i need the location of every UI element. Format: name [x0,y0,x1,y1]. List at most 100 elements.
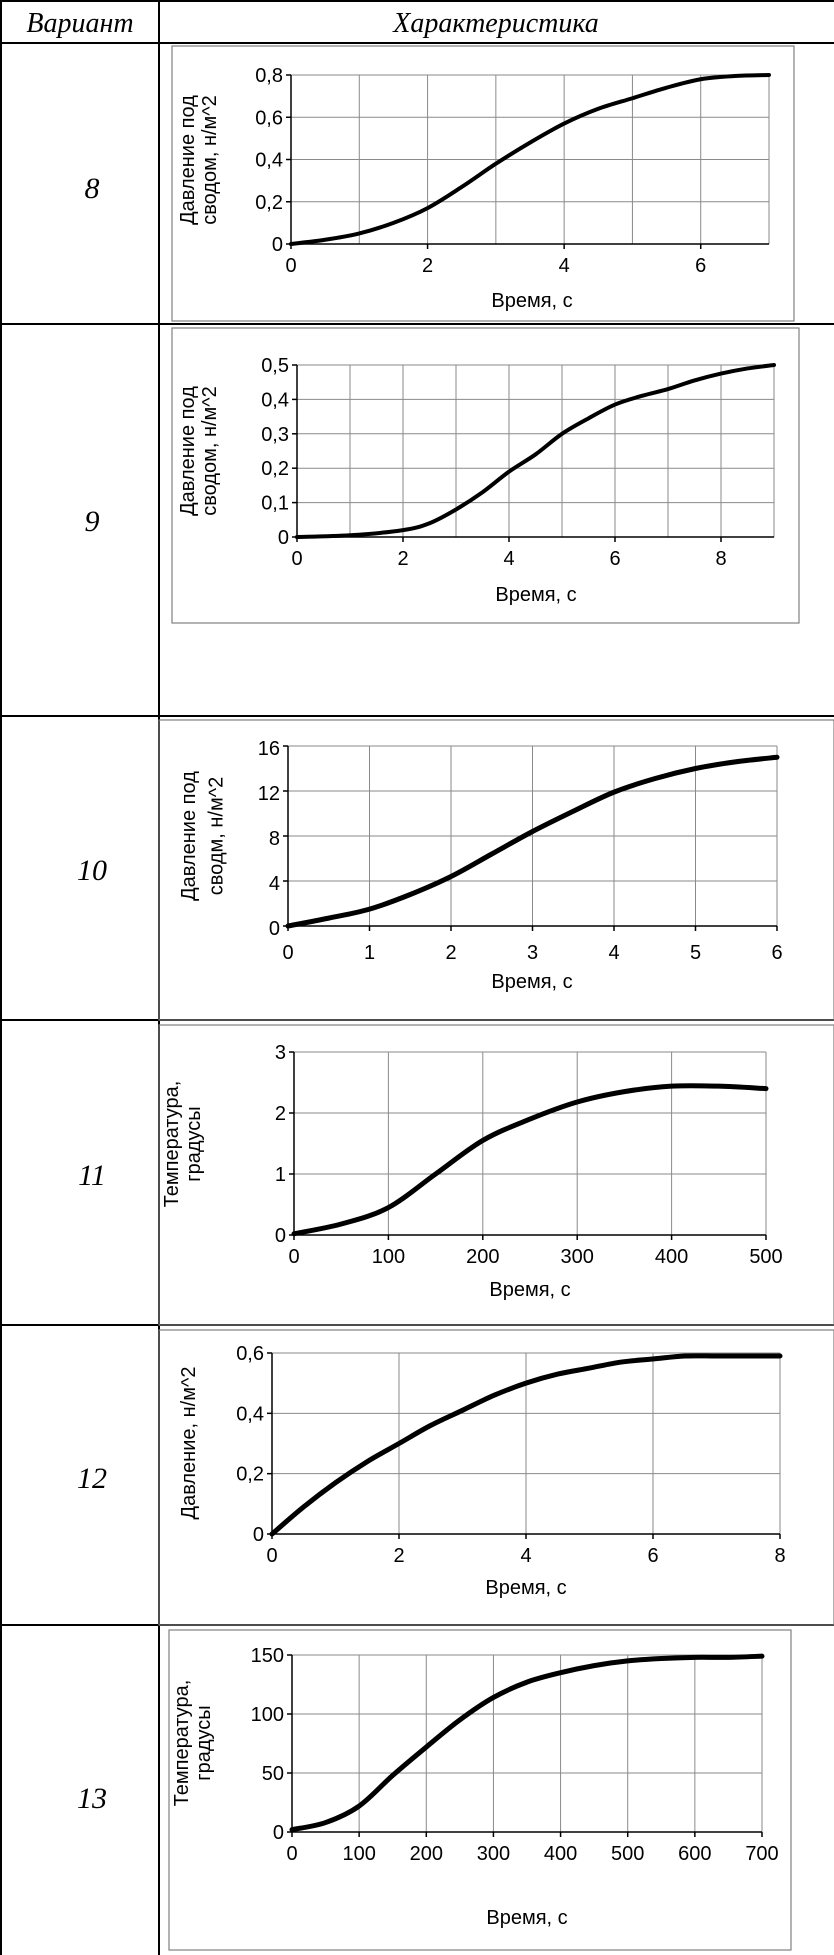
x-tick-label: 2 [393,1545,404,1567]
x-tick-label: 1 [364,942,375,964]
plot-area [294,1052,766,1235]
y-tick-label: 0,8 [255,65,283,87]
chart-frame [158,1329,834,1626]
y-axis-label-line: Температура, [161,1081,183,1208]
x-tick-label: 500 [749,1246,782,1268]
x-tick-label: 0 [291,548,302,570]
y-axis-label: Давление подсводом, н/м^2 [177,95,221,225]
y-axis-label: Давление, н/м^2 [178,1367,200,1520]
y-tick-label: 0 [278,527,289,549]
variant-cell: 13 [77,1782,107,1815]
x-tick-label: 4 [608,942,619,964]
y-tick-label: 3 [275,1042,286,1064]
series-line [289,1653,765,1833]
y-tick-label: 150 [251,1645,284,1667]
variant-cell: 9 [85,505,100,538]
x-tick-label: 0 [282,942,293,964]
x-tick-label: 2 [397,548,408,570]
chart-frame [168,1629,792,1951]
x-tick-label: 700 [745,1843,778,1865]
y-tick-label: 50 [262,1763,284,1785]
y-tick-label: 2 [275,1103,286,1125]
x-axis-label: Время, с [491,971,572,993]
y-axis-label-line: сводом, н/м^2 [199,386,221,516]
x-tick-label: 300 [561,1246,594,1268]
y-tick-label: 100 [251,1704,284,1726]
y-tick-label: 4 [269,873,280,895]
y-axis-label-line: сводм, н/м^2 [206,777,228,895]
x-axis-label: Время, с [495,584,576,606]
x-tick-label: 600 [678,1843,711,1865]
chart-frame [158,1024,834,1326]
x-tick-label: 6 [647,1545,658,1567]
chart: 0 50 100 150 0 100 200 300 400 500 600 700 Время, с Т… [168,1629,792,1951]
y-tick-label: 12 [258,783,280,805]
series-line [285,754,780,929]
x-tick-label: 6 [771,942,782,964]
chart: 0 1 2 3 0 100 200 300 400 500 Время, с Температура,… [158,1024,834,1326]
y-tick-label: 1 [275,1164,286,1186]
plot-area [297,365,774,537]
y-axis-label: Давление подсводом, н/м^2 [177,386,221,516]
x-tick-label: 300 [477,1843,510,1865]
series-line [269,1353,783,1537]
chart-frame [158,719,834,1021]
x-tick-label: 0 [266,1545,277,1567]
x-axis-label: Время, с [491,290,572,312]
y-axis-label-line: Давление под [177,386,199,516]
x-axis-label: Время, с [489,1279,570,1301]
x-axis-label: Время, с [485,1577,566,1599]
y-axis-label-line: Давление под [178,771,200,901]
y-axis-label: Давление под сводм, н/м^2 [178,771,228,901]
x-tick-label: 100 [372,1246,405,1268]
y-axis-label-line: градусы [183,1106,205,1181]
x-tick-label: 2 [422,255,433,277]
y-tick-label: 0 [269,918,280,940]
y-tick-label: 8 [269,828,280,850]
header-variant: Вариант [26,8,133,39]
y-tick-label: 0,1 [261,493,289,515]
y-axis-label-line: Давление под [177,95,199,225]
x-tick-label: 0 [285,255,296,277]
x-tick-label: 100 [342,1843,375,1865]
x-tick-label: 400 [655,1246,688,1268]
y-tick-label: 16 [258,738,280,760]
x-tick-label: 500 [611,1843,644,1865]
y-tick-label: 0 [273,1822,284,1844]
variant-cell: 8 [85,172,100,205]
x-tick-label: 8 [774,1545,785,1567]
y-tick-label: 0,4 [236,1403,264,1425]
series-line [295,363,776,539]
x-tick-label: 0 [288,1246,299,1268]
y-tick-label: 0,4 [255,150,283,172]
x-tick-label: 4 [503,548,514,570]
y-tick-label: 0 [253,1524,264,1546]
chart: 0 0,2 0,4 0,6 0,8 0 2 4 6 Время, с Давление подсво… [171,45,795,322]
x-tick-label: 3 [527,942,538,964]
chart-frame [171,327,800,624]
y-tick-label: 0,3 [261,424,289,446]
y-tick-label: 0,4 [261,389,289,411]
series-line [289,73,771,246]
x-tick-label: 6 [609,548,620,570]
y-axis-label: Температура,градусы [171,1680,215,1807]
variant-cell: 11 [78,1159,106,1192]
variant-cell: 10 [77,854,107,887]
series-line [291,1083,769,1237]
x-tick-label: 0 [286,1843,297,1865]
y-tick-label: 0,2 [236,1464,264,1486]
y-tick-label: 0,6 [236,1343,264,1365]
x-tick-label: 2 [445,942,456,964]
x-tick-label: 8 [715,548,726,570]
y-axis-label-line: Температура, [171,1680,193,1807]
x-axis-label: Время, с [486,1907,567,1929]
chart: 0 0,1 0,2 0,3 0,4 0,5 0 2 4 6 8 Время, с Давление по… [171,327,800,624]
y-axis-label-line: сводом, н/м^2 [199,95,221,225]
y-axis-label-line: градусы [193,1705,215,1780]
y-tick-label: 0,6 [255,107,283,129]
x-tick-label: 6 [695,255,706,277]
y-axis-label: Температура,градусы [161,1081,205,1208]
